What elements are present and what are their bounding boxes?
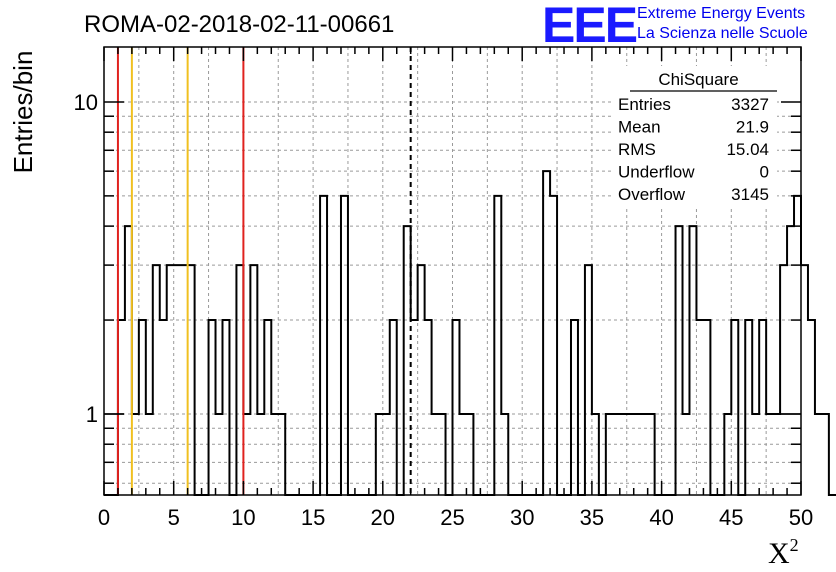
x-tick-label: 50 xyxy=(789,505,813,530)
x-tick-label: 45 xyxy=(719,505,743,530)
stats-row-label: Mean xyxy=(618,118,661,137)
y-axis-label: Entries/bin xyxy=(8,51,38,174)
stats-row-value: 21.9 xyxy=(736,118,769,137)
x-axis-label-superscript: 2 xyxy=(790,535,799,555)
stats-box-rows: Entries 3327 Mean 21.9 RMS 15.04 Underflow 0 Ove… xyxy=(618,95,769,204)
eee-logo: EEE Extreme Energy Events La Scienza nel… xyxy=(542,0,808,53)
x-axis-label-base: X xyxy=(768,537,790,570)
threshold-lines xyxy=(116,47,412,495)
y-tick-label: 10 xyxy=(74,90,98,115)
axis-tick-labels: 0 5 10 15 20 25 30 35 40 45 50 1 10 xyxy=(74,90,814,530)
chart-title: ROMA-02-2018-02-11-00661 xyxy=(84,11,394,38)
eee-logo-text: EEE xyxy=(542,0,637,53)
x-tick-label: 30 xyxy=(510,505,534,530)
axis-ticks xyxy=(103,47,802,495)
stats-box-title: ChiSquare xyxy=(658,70,738,89)
histogram-bins xyxy=(104,170,836,496)
eee-logo-line2: La Scienza nelle Scuole xyxy=(637,25,808,42)
histogram-outline xyxy=(104,170,836,496)
y-tick-label: 1 xyxy=(86,402,98,427)
stats-row-label: Underflow xyxy=(618,163,695,182)
stats-box-background xyxy=(612,66,777,208)
x-tick-label: 40 xyxy=(649,505,673,530)
x-tick-label: 25 xyxy=(440,505,464,530)
x-tick-label: 10 xyxy=(231,505,255,530)
x-axis-label: X2 xyxy=(768,535,799,570)
stats-row-value: 0 xyxy=(760,163,769,182)
stats-row-value: 15.04 xyxy=(726,140,769,159)
stats-row-label: RMS xyxy=(618,140,656,159)
x-tick-label: 15 xyxy=(301,505,325,530)
stats-row-value: 3327 xyxy=(731,95,769,114)
x-tick-label: 35 xyxy=(580,505,604,530)
eee-logo-line1: Extreme Energy Events xyxy=(637,5,805,22)
stats-row-label: Entries xyxy=(618,95,671,114)
stats-row-value: 3145 xyxy=(731,185,769,204)
x-tick-label: 20 xyxy=(371,505,395,530)
x-tick-label: 0 xyxy=(98,505,110,530)
stats-row-label: Overflow xyxy=(618,185,686,204)
stats-box: ChiSquare Entries 3327 Mean 21.9 RMS 15.04 Und… xyxy=(612,66,777,208)
x-tick-label: 5 xyxy=(168,505,180,530)
